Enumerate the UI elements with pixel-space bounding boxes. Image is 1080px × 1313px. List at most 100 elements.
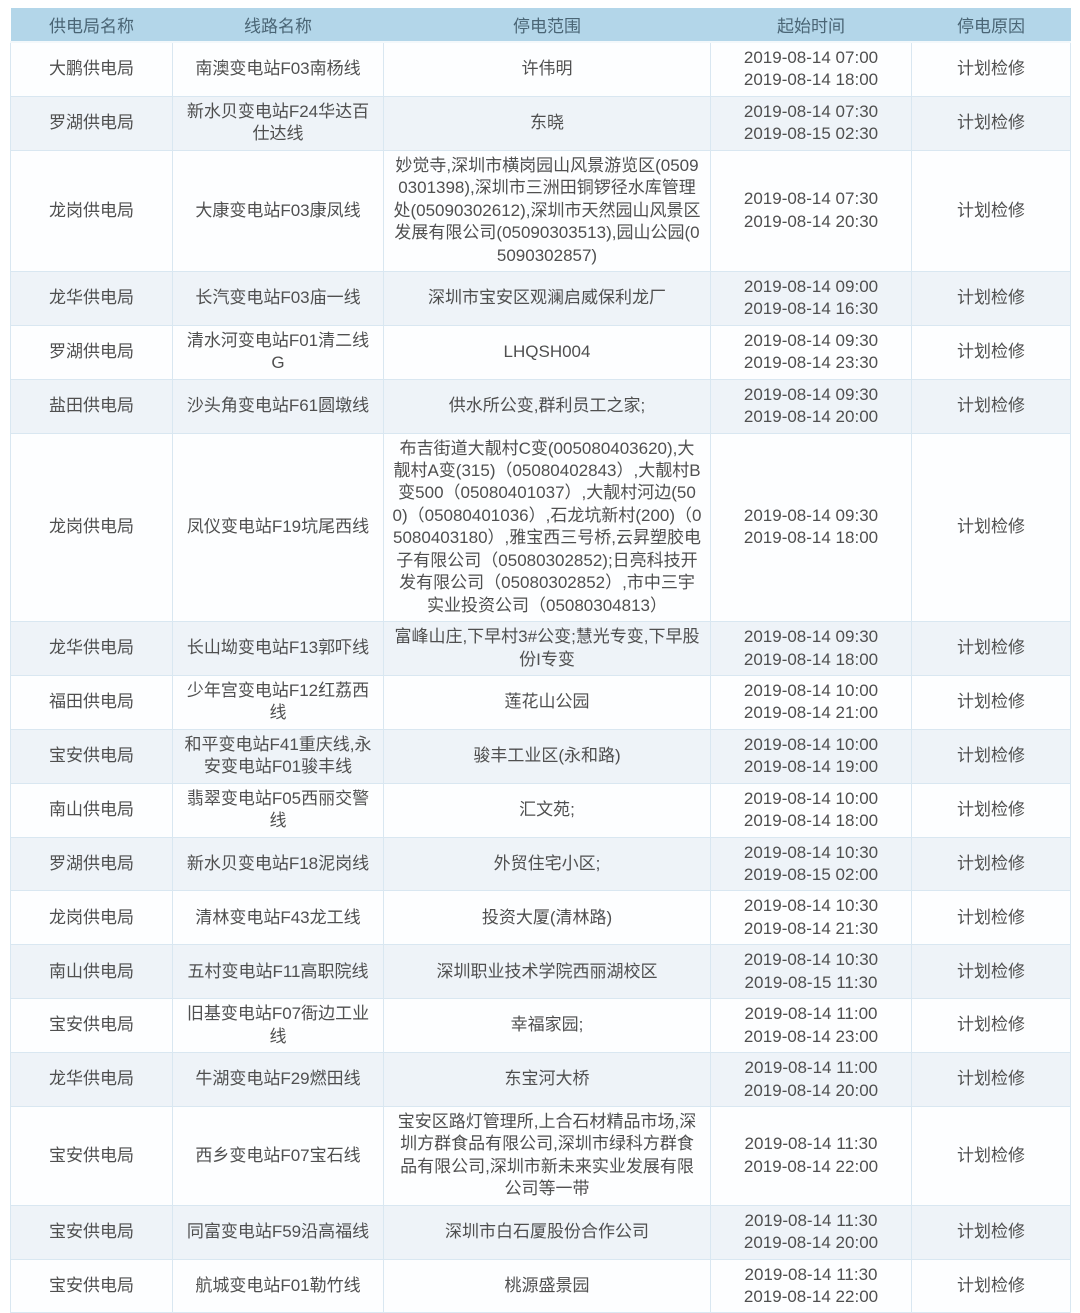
time-cell: 2019-08-14 10:00 2019-08-14 21:00 bbox=[710, 674, 912, 730]
bureau-cell: 盐田供电局 bbox=[10, 378, 173, 434]
bureau-cell: 南山供电局 bbox=[10, 782, 173, 838]
time-cell: 2019-08-14 11:00 2019-08-14 20:00 bbox=[710, 1052, 912, 1107]
bureau-cell: 南山供电局 bbox=[10, 944, 173, 1000]
bureau-cell: 罗湖供电局 bbox=[10, 324, 173, 380]
time-cell: 2019-08-14 10:30 2019-08-15 11:30 bbox=[710, 944, 912, 1000]
table-row: 龙华供电局 牛湖变电站F29燃田线 东宝河大桥 2019-08-14 11:00 20… bbox=[10, 1052, 1071, 1107]
table-row: 龙岗供电局 大康变电站F03康凤线 妙觉寺,深圳市横岗园山风景游览区(0509030… bbox=[10, 149, 1071, 272]
line-cell: 旧基变电站F07衙边工业线 bbox=[172, 998, 384, 1054]
line-cell: 同富变电站F59沿高福线 bbox=[172, 1204, 384, 1260]
time-cell: 2019-08-14 09:30 2019-08-14 23:30 bbox=[710, 324, 912, 380]
line-cell: 沙头角变电站F61圆墩线 bbox=[172, 378, 384, 434]
reason-cell: 计划检修 bbox=[911, 674, 1071, 730]
bureau-cell: 龙岗供电局 bbox=[10, 432, 173, 623]
line-cell: 和平变电站F41重庆线,永安变电站F01骏丰线 bbox=[172, 728, 384, 784]
time-cell: 2019-08-14 11:30 2019-08-14 22:00 bbox=[710, 1258, 912, 1313]
line-cell: 少年宫变电站F12红荔西线 bbox=[172, 674, 384, 730]
col-header-line: 线路名称 bbox=[172, 8, 384, 43]
scope-cell: LHQSH004 bbox=[383, 324, 711, 380]
line-cell: 清水河变电站F01清二线G bbox=[172, 324, 384, 380]
bureau-cell: 福田供电局 bbox=[10, 674, 173, 730]
scope-cell: 宝安区路灯管理所,上合石材精品市场,深圳方群食品有限公司,深圳市绿科方群食品有限… bbox=[383, 1105, 711, 1206]
time-cell: 2019-08-14 09:30 2019-08-14 18:00 bbox=[710, 432, 912, 623]
table-row: 南山供电局 五村变电站F11高职院线 深圳职业技术学院西丽湖校区 2019-08-14… bbox=[10, 944, 1071, 1000]
table-body: 大鹏供电局 南澳变电站F03南杨线 许伟明 2019-08-14 07:00 2019… bbox=[10, 41, 1071, 1313]
outage-table: 供电局名称 线路名称 停电范围 起始时间 停电原因 大鹏供电局 南澳变电站F03南… bbox=[10, 8, 1071, 1313]
table-row: 罗湖供电局 新水贝变电站F18泥岗线 外贸住宅小区; 2019-08-14 10:30… bbox=[10, 836, 1071, 892]
scope-cell: 妙觉寺,深圳市横岗园山风景游览区(05090301398),深圳市三洲田铜锣径水… bbox=[383, 149, 711, 272]
line-cell: 牛湖变电站F29燃田线 bbox=[172, 1052, 384, 1107]
bureau-cell: 龙岗供电局 bbox=[10, 149, 173, 272]
time-cell: 2019-08-14 07:30 2019-08-14 20:30 bbox=[710, 149, 912, 272]
scope-cell: 东晓 bbox=[383, 95, 711, 151]
reason-cell: 计划检修 bbox=[911, 1258, 1071, 1313]
reason-cell: 计划检修 bbox=[911, 944, 1071, 1000]
scope-cell: 骏丰工业区(永和路) bbox=[383, 728, 711, 784]
time-cell: 2019-08-14 09:30 2019-08-14 20:00 bbox=[710, 378, 912, 434]
table-row: 宝安供电局 同富变电站F59沿高福线 深圳市白石厦股份合作公司 2019-08-14 … bbox=[10, 1204, 1071, 1260]
bureau-cell: 宝安供电局 bbox=[10, 1204, 173, 1260]
bureau-cell: 宝安供电局 bbox=[10, 1258, 173, 1313]
table-row: 罗湖供电局 新水贝变电站F24华达百仕达线 东晓 2019-08-14 07:30 2… bbox=[10, 95, 1071, 151]
header-row: 供电局名称 线路名称 停电范围 起始时间 停电原因 bbox=[10, 8, 1071, 43]
time-cell: 2019-08-14 10:00 2019-08-14 19:00 bbox=[710, 728, 912, 784]
table-row: 罗湖供电局 清水河变电站F01清二线G LHQSH004 2019-08-14 09:… bbox=[10, 324, 1071, 380]
bureau-cell: 龙华供电局 bbox=[10, 270, 173, 326]
line-cell: 航城变电站F01勒竹线 bbox=[172, 1258, 384, 1313]
time-cell: 2019-08-14 10:30 2019-08-14 21:30 bbox=[710, 890, 912, 946]
reason-cell: 计划检修 bbox=[911, 1105, 1071, 1206]
table-row: 龙华供电局 长山坳变电站F13郭吓线 富峰山庄,下早村3#公变;慧光专变,下早股份I… bbox=[10, 621, 1071, 676]
scope-cell: 莲花山公园 bbox=[383, 674, 711, 730]
reason-cell: 计划检修 bbox=[911, 378, 1071, 434]
reason-cell: 计划检修 bbox=[911, 41, 1071, 97]
table-row: 宝安供电局 旧基变电站F07衙边工业线 幸福家园; 2019-08-14 11:00 … bbox=[10, 998, 1071, 1054]
bureau-cell: 龙岗供电局 bbox=[10, 890, 173, 946]
time-cell: 2019-08-14 11:00 2019-08-14 23:00 bbox=[710, 998, 912, 1054]
reason-cell: 计划检修 bbox=[911, 432, 1071, 623]
bureau-cell: 龙华供电局 bbox=[10, 621, 173, 676]
scope-cell: 外贸住宅小区; bbox=[383, 836, 711, 892]
line-cell: 新水贝变电站F18泥岗线 bbox=[172, 836, 384, 892]
line-cell: 西乡变电站F07宝石线 bbox=[172, 1105, 384, 1206]
scope-cell: 许伟明 bbox=[383, 41, 711, 97]
table-header: 供电局名称 线路名称 停电范围 起始时间 停电原因 bbox=[10, 8, 1071, 43]
bureau-cell: 罗湖供电局 bbox=[10, 95, 173, 151]
table-row: 宝安供电局 和平变电站F41重庆线,永安变电站F01骏丰线 骏丰工业区(永和路) 20… bbox=[10, 728, 1071, 784]
table-row: 宝安供电局 西乡变电站F07宝石线 宝安区路灯管理所,上合石材精品市场,深圳方群食品… bbox=[10, 1105, 1071, 1206]
reason-cell: 计划检修 bbox=[911, 728, 1071, 784]
line-cell: 长山坳变电站F13郭吓线 bbox=[172, 621, 384, 676]
reason-cell: 计划检修 bbox=[911, 1204, 1071, 1260]
line-cell: 清林变电站F43龙工线 bbox=[172, 890, 384, 946]
time-cell: 2019-08-14 09:30 2019-08-14 18:00 bbox=[710, 621, 912, 676]
scope-cell: 东宝河大桥 bbox=[383, 1052, 711, 1107]
table-row: 宝安供电局 航城变电站F01勒竹线 桃源盛景园 2019-08-14 11:30 20… bbox=[10, 1258, 1071, 1313]
reason-cell: 计划检修 bbox=[911, 621, 1071, 676]
table-row: 大鹏供电局 南澳变电站F03南杨线 许伟明 2019-08-14 07:00 2019… bbox=[10, 41, 1071, 97]
scope-cell: 汇文苑; bbox=[383, 782, 711, 838]
reason-cell: 计划检修 bbox=[911, 324, 1071, 380]
reason-cell: 计划检修 bbox=[911, 836, 1071, 892]
table-row: 龙华供电局 长汽变电站F03庙一线 深圳市宝安区观澜启威保利龙厂 2019-08-14… bbox=[10, 270, 1071, 326]
bureau-cell: 宝安供电局 bbox=[10, 1105, 173, 1206]
scope-cell: 供水所公变,群利员工之家; bbox=[383, 378, 711, 434]
col-header-reason: 停电原因 bbox=[911, 8, 1071, 43]
reason-cell: 计划检修 bbox=[911, 1052, 1071, 1107]
reason-cell: 计划检修 bbox=[911, 998, 1071, 1054]
time-cell: 2019-08-14 11:30 2019-08-14 22:00 bbox=[710, 1105, 912, 1206]
scope-cell: 富峰山庄,下早村3#公变;慧光专变,下早股份I专变 bbox=[383, 621, 711, 676]
col-header-start-time: 起始时间 bbox=[710, 8, 912, 43]
table-row: 龙岗供电局 凤仪变电站F19坑尾西线 布吉街道大靓村C变(005080403620)… bbox=[10, 432, 1071, 623]
bureau-cell: 大鹏供电局 bbox=[10, 41, 173, 97]
reason-cell: 计划检修 bbox=[911, 270, 1071, 326]
line-cell: 五村变电站F11高职院线 bbox=[172, 944, 384, 1000]
time-cell: 2019-08-14 07:30 2019-08-15 02:30 bbox=[710, 95, 912, 151]
col-header-scope: 停电范围 bbox=[383, 8, 711, 43]
scope-cell: 深圳职业技术学院西丽湖校区 bbox=[383, 944, 711, 1000]
time-cell: 2019-08-14 09:00 2019-08-14 16:30 bbox=[710, 270, 912, 326]
scope-cell: 布吉街道大靓村C变(005080403620),大靓村A变(315)（05080… bbox=[383, 432, 711, 623]
table-row: 龙岗供电局 清林变电站F43龙工线 投资大厦(清林路) 2019-08-14 10:3… bbox=[10, 890, 1071, 946]
table-row: 南山供电局 翡翠变电站F05西丽交警线 汇文苑; 2019-08-14 10:00 2… bbox=[10, 782, 1071, 838]
scope-cell: 深圳市宝安区观澜启威保利龙厂 bbox=[383, 270, 711, 326]
scope-cell: 深圳市白石厦股份合作公司 bbox=[383, 1204, 711, 1260]
